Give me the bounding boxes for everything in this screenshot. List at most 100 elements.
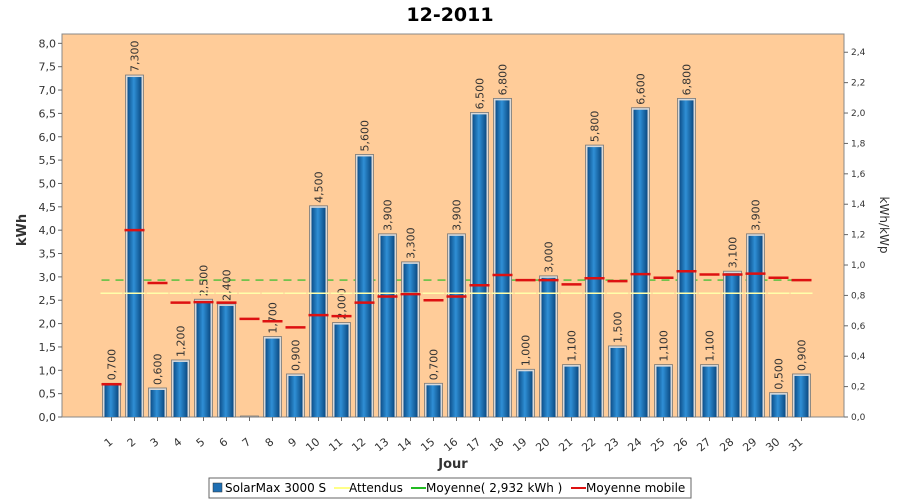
y-tick-label: 1,0 — [39, 364, 57, 377]
bar — [587, 147, 602, 417]
bar-value-label: 6,800 — [497, 64, 510, 96]
bar — [288, 375, 303, 417]
y-tick-label: 5,0 — [39, 177, 57, 190]
x-tick-label: 24 — [625, 435, 644, 454]
x-tick-label: 20 — [533, 435, 552, 454]
x-axis-label: Jour — [437, 457, 468, 472]
bar — [196, 301, 211, 417]
y-tick-label: 6,5 — [39, 107, 57, 120]
x-axis: 1 2 3 4 5 6 7 8 9 10 11 12 13 14 15 16 17 18 19 20 21 22 23 24 2… — [102, 417, 805, 454]
bar-value-label: 1,100 — [704, 330, 717, 362]
y2-tick-label: 0,2 — [851, 383, 865, 393]
y-tick-label: 3,5 — [39, 248, 57, 261]
legend-label-attendus: Attendus — [349, 481, 403, 495]
x-tick-label: 13 — [372, 435, 391, 454]
y-tick-label: 2,0 — [39, 318, 57, 331]
bar — [679, 100, 694, 417]
x-tick-label: 31 — [786, 435, 805, 454]
legend-label-solarmax: SolarMax 3000 S — [225, 481, 326, 495]
bar — [725, 273, 740, 417]
x-tick-label: 4 — [171, 435, 185, 449]
bar-value-label: 1,200 — [175, 325, 188, 357]
bar-value-label: 5,600 — [359, 120, 372, 152]
bar-frame — [240, 415, 259, 418]
x-tick-label: 16 — [441, 435, 460, 454]
y2-tick-label: 0,0 — [851, 413, 866, 423]
y2-tick-label: 0,6 — [851, 322, 866, 332]
bar — [449, 235, 464, 417]
y2-axis-label: kWh/kWp — [877, 197, 891, 254]
legend: SolarMax 3000 S Attendus Moyenne( 2,932 … — [208, 477, 692, 499]
x-tick-label: 29 — [740, 435, 759, 454]
x-tick-label: 9 — [286, 435, 300, 449]
x-tick-label: 28 — [717, 435, 736, 454]
bar — [748, 235, 763, 417]
y2-tick-label: 2,2 — [851, 79, 865, 89]
x-tick-label: 26 — [671, 435, 690, 454]
y-tick-label: 0,0 — [39, 411, 57, 424]
bar — [771, 394, 786, 417]
x-tick-label: 23 — [602, 435, 621, 454]
bar — [127, 77, 142, 417]
y-tick-label: 1,5 — [39, 341, 57, 354]
y2-tick-label: 2,4 — [851, 48, 866, 58]
bar-value-label: 0,700 — [106, 349, 119, 381]
bar — [794, 375, 809, 417]
y-tick-label: 2,5 — [39, 294, 57, 307]
legend-box — [208, 477, 692, 499]
y-tick-label: 5,5 — [39, 154, 57, 167]
bar — [150, 389, 165, 417]
bar-value-label: 2,400 — [221, 269, 234, 301]
bar-value-label: 3,300 — [405, 227, 418, 259]
x-tick-label: 6 — [217, 435, 231, 449]
bar-value-label: 7,300 — [129, 41, 142, 73]
y2-tick-label: 1,4 — [851, 200, 866, 210]
bars-layer: 0,700 7,300 0,600 1,200 2,500 2,400 1,700 0,900… — [102, 41, 811, 418]
legend-label-moyenne: Moyenne( 2,932 kWh ) — [426, 481, 562, 495]
bar — [380, 235, 395, 417]
y-axis-label: kWh — [15, 214, 30, 246]
y2-tick-label: 0,8 — [851, 291, 866, 301]
x-tick-label: 1 — [102, 435, 116, 449]
y-tick-label: 4,0 — [39, 224, 57, 237]
bar — [564, 366, 579, 417]
y-tick-label: 0,5 — [39, 388, 57, 401]
bar — [173, 361, 188, 417]
x-tick-label: 21 — [556, 435, 575, 454]
bar-value-label: 1,100 — [566, 330, 579, 362]
bar-value-label: 1,700 — [267, 302, 280, 334]
bar-value-label: 1,000 — [520, 335, 533, 367]
bar — [403, 263, 418, 417]
y2-tick-label: 1,8 — [851, 139, 866, 149]
x-tick-label: 2 — [125, 435, 139, 449]
bar — [219, 305, 234, 417]
y2-axis: 0,0 0,2 0,4 0,6 0,8 1,0 1,2 1,4 1,6 1,8 2,0 2,2 2,4 — [844, 48, 866, 423]
x-tick-label: 19 — [510, 435, 529, 454]
lines-layer — [100, 228, 813, 386]
bar-value-label: 4,500 — [313, 171, 326, 203]
x-tick-label: 30 — [763, 435, 782, 454]
legend-swatch-solarmax — [212, 482, 223, 493]
y2-tick-label: 1,0 — [851, 261, 866, 271]
bar-value-label: 3,900 — [451, 199, 464, 231]
x-tick-label: 18 — [487, 435, 506, 454]
bar — [633, 109, 648, 418]
bar — [357, 156, 372, 417]
x-tick-label: 25 — [648, 435, 667, 454]
bar — [518, 371, 533, 417]
bar-value-label: 2,000 — [336, 288, 349, 320]
bar — [610, 347, 625, 417]
bar-value-label: 1,500 — [612, 311, 625, 343]
y-tick-label: 7,5 — [39, 61, 57, 74]
x-tick-label: 15 — [418, 435, 437, 454]
bar — [495, 100, 510, 417]
x-tick-label: 22 — [579, 435, 598, 454]
bar-value-label: 3,000 — [543, 241, 556, 273]
y-tick-label: 6,0 — [39, 131, 57, 144]
bar — [104, 385, 119, 417]
x-tick-label: 5 — [194, 435, 208, 449]
bar-value-label: 1,100 — [658, 330, 671, 362]
x-tick-label: 17 — [464, 435, 483, 454]
y2-tick-label: 1,6 — [851, 170, 866, 180]
bar — [426, 385, 441, 417]
